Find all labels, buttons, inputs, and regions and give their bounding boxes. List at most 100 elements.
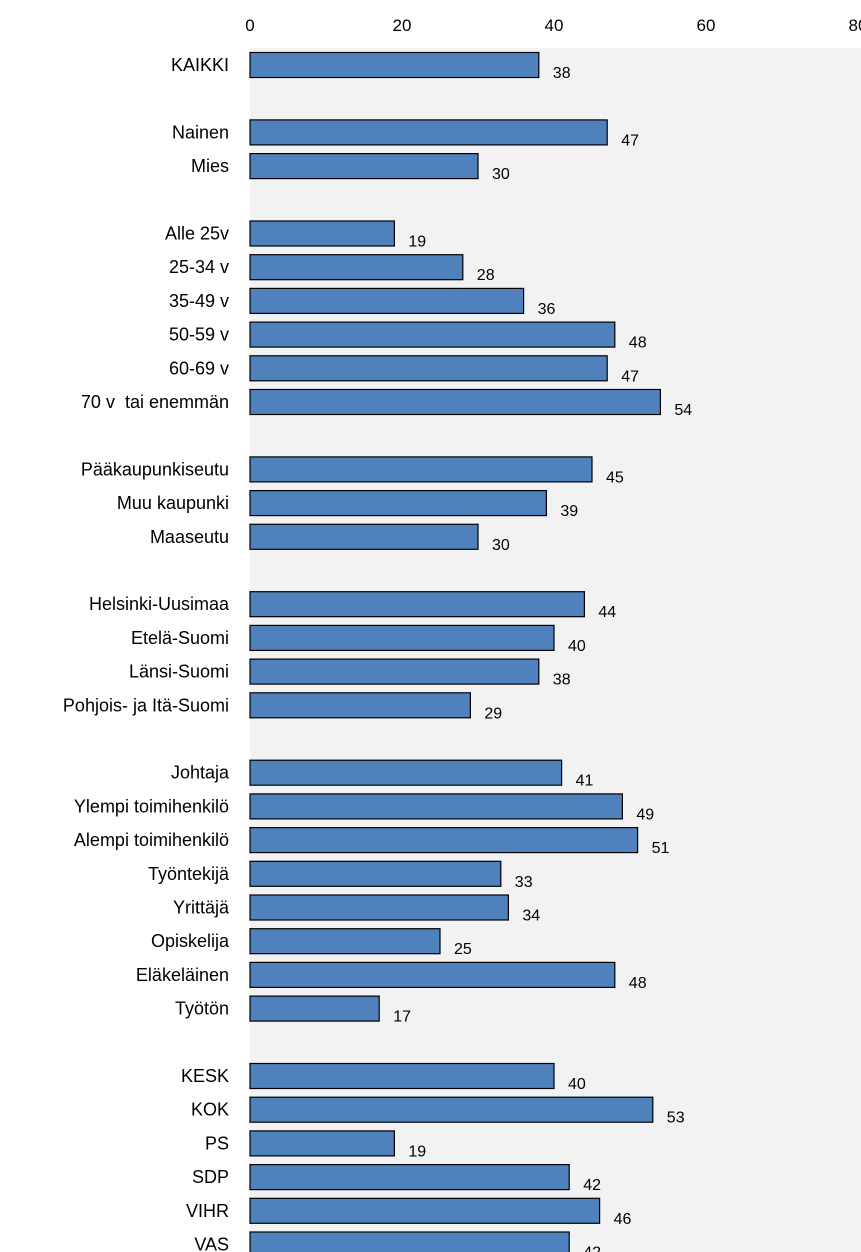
- x-tick-label: 40: [545, 16, 564, 35]
- bar: [249, 692, 471, 719]
- category-label: Etelä-Suomi: [131, 628, 229, 648]
- value-label: 44: [598, 604, 616, 621]
- bars: [249, 51, 661, 1252]
- bar: [249, 624, 555, 652]
- bar: [249, 1163, 570, 1191]
- category-labels: KAIKKI Nainen Mies Alle 25v 25-34 v 35-49 v 50…: [63, 55, 230, 1252]
- category-label: Yrittäjä: [173, 898, 230, 918]
- bar: [249, 490, 547, 517]
- value-label: 48: [629, 975, 647, 992]
- bar: [249, 523, 479, 550]
- category-label: KAIKKI: [171, 55, 229, 75]
- bar: [249, 456, 593, 483]
- category-label: Työntekijä: [148, 864, 230, 884]
- category-label: KOK: [191, 1100, 229, 1120]
- value-label: 33: [515, 874, 533, 891]
- x-axis-ticks: 0 20 40 60 80: [245, 16, 861, 35]
- category-label: SDP: [192, 1167, 229, 1187]
- category-label: Alempi toimihenkilö: [74, 830, 229, 850]
- category-label: 35-49 v: [169, 291, 229, 311]
- category-label: Länsi-Suomi: [129, 662, 229, 682]
- category-label: KESK: [181, 1066, 229, 1086]
- bar: [249, 1130, 395, 1157]
- value-label: 47: [621, 368, 639, 385]
- value-label: 46: [614, 1211, 632, 1228]
- value-label: 25: [454, 941, 472, 958]
- category-label: VIHR: [186, 1201, 229, 1221]
- value-label: 39: [560, 503, 578, 520]
- bar: [249, 1231, 570, 1252]
- bar: [249, 1096, 654, 1123]
- value-label: 34: [522, 908, 540, 925]
- value-labels: 38 47 30 19 28 36 48 47 54 45 39 30 44 40 38 29 41 49 51 33…: [393, 65, 692, 1252]
- x-tick-label: 0: [245, 16, 254, 35]
- value-label: 45: [606, 469, 624, 486]
- category-label: Maaseutu: [150, 527, 229, 547]
- value-label: 38: [553, 65, 571, 82]
- bar: [249, 321, 616, 348]
- value-label: 48: [629, 335, 647, 352]
- category-label: Pääkaupunkiseutu: [81, 459, 229, 479]
- value-label: 47: [621, 132, 639, 149]
- bar: [249, 928, 441, 955]
- value-label: 36: [538, 301, 556, 318]
- bar: [249, 254, 464, 281]
- value-label: 41: [576, 773, 594, 790]
- category-label: 50-59 v: [169, 325, 229, 345]
- bar: [249, 793, 623, 820]
- category-label: 25-34 v: [169, 257, 229, 277]
- bar: [249, 658, 540, 685]
- category-label: Ylempi toimihenkilö: [74, 796, 229, 816]
- bar: [249, 961, 616, 989]
- value-label: 42: [583, 1245, 601, 1252]
- category-label: 70 v tai enemmän: [81, 392, 229, 412]
- category-label: VAS: [194, 1235, 229, 1252]
- value-label: 42: [583, 1177, 601, 1194]
- value-label: 54: [674, 402, 692, 419]
- category-label: Pohjois- ja Itä-Suomi: [63, 695, 229, 715]
- x-tick-label: 20: [393, 16, 412, 35]
- x-tick-label: 60: [697, 16, 716, 35]
- bar: [249, 591, 585, 618]
- category-label: Helsinki-Uusimaa: [89, 594, 230, 614]
- bar: [249, 119, 608, 146]
- bar: [249, 995, 380, 1022]
- category-label: Mies: [191, 156, 229, 176]
- value-label: 19: [408, 234, 426, 251]
- value-label: 38: [553, 672, 571, 689]
- category-label: PS: [205, 1133, 229, 1153]
- bar: [249, 759, 563, 786]
- category-label: Johtaja: [171, 763, 230, 783]
- bar: [249, 355, 608, 382]
- bar: [249, 826, 639, 854]
- x-tick-label: 80: [849, 16, 861, 35]
- bar: [249, 51, 540, 79]
- value-label: 17: [393, 1009, 411, 1026]
- value-label: 40: [568, 1076, 586, 1093]
- value-label: 30: [492, 537, 510, 554]
- value-label: 30: [492, 166, 510, 183]
- value-label: 51: [652, 840, 670, 857]
- bar: [249, 388, 661, 416]
- category-label: Työtön: [175, 999, 229, 1019]
- bar: [249, 894, 509, 921]
- category-label: Alle 25v: [165, 224, 229, 244]
- value-label: 29: [484, 705, 502, 722]
- value-label: 40: [568, 638, 586, 655]
- category-label: Muu kaupunki: [117, 493, 229, 513]
- bar: [249, 220, 395, 247]
- value-label: 53: [667, 1110, 685, 1127]
- category-label: Opiskelija: [151, 931, 230, 951]
- category-label: Eläkeläinen: [136, 965, 229, 985]
- value-label: 19: [408, 1143, 426, 1160]
- category-label: Nainen: [172, 122, 229, 142]
- bar: [249, 1197, 601, 1224]
- category-label: 60-69 v: [169, 358, 229, 378]
- bar: [249, 287, 525, 314]
- value-label: 49: [636, 806, 654, 823]
- bar: [249, 1062, 555, 1090]
- bar: [249, 860, 502, 887]
- bar: [249, 153, 479, 180]
- value-label: 28: [477, 267, 495, 284]
